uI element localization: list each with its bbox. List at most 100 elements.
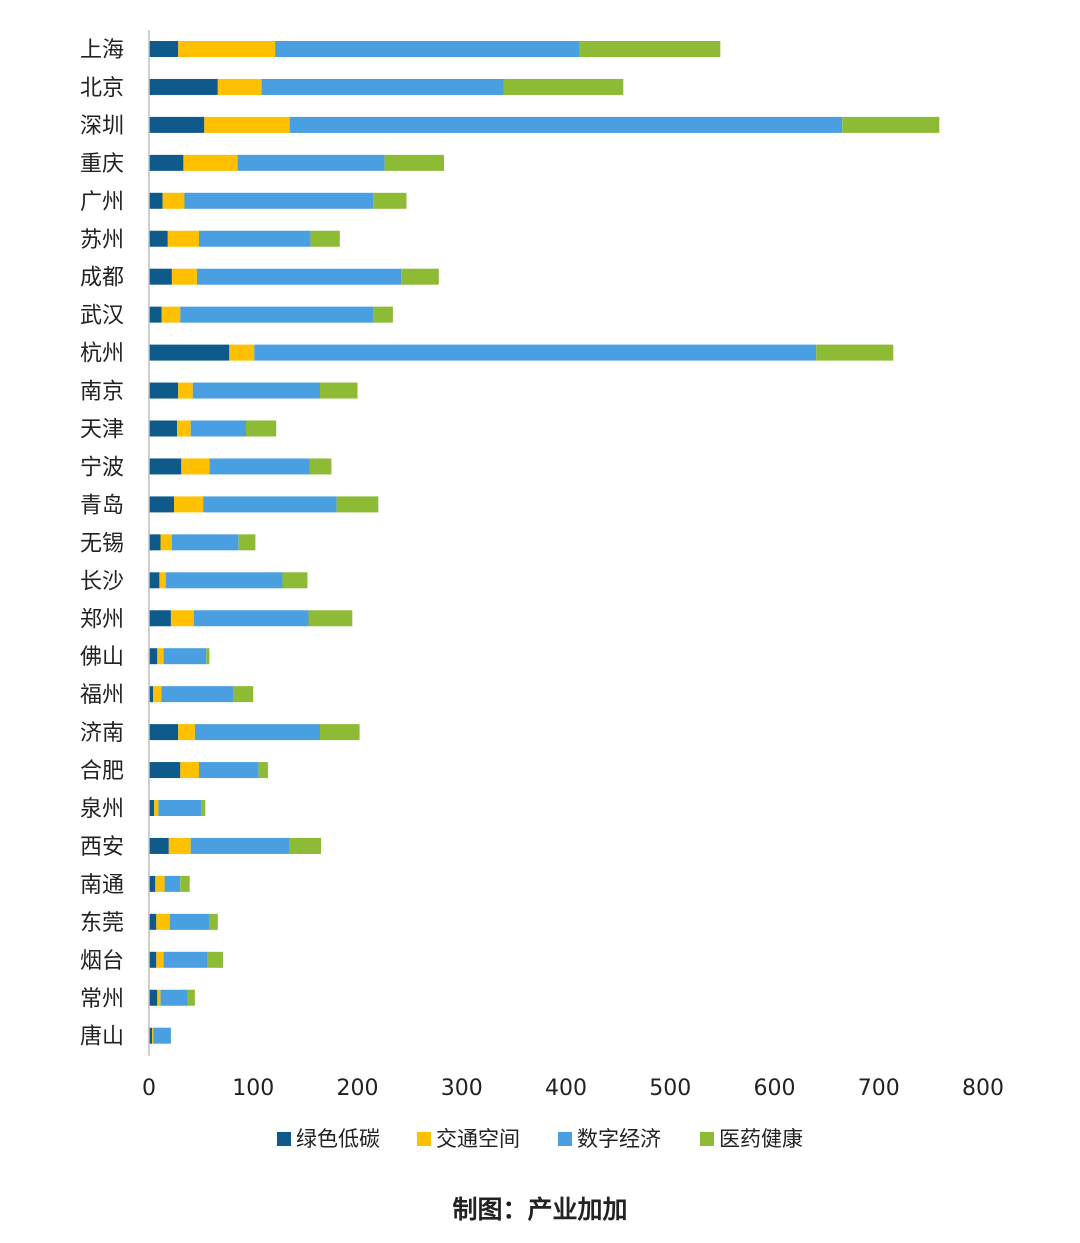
bar-segment (149, 1027, 153, 1044)
bar-segment (229, 344, 255, 361)
chart-credit: 制图：产业加加 (452, 1195, 628, 1224)
category-label: 常州 (80, 987, 124, 1012)
bar-segment (336, 496, 379, 513)
bar-segment (194, 724, 320, 741)
bar-segment (171, 534, 239, 551)
category-label: 苏州 (80, 228, 124, 253)
bar-segment (162, 192, 185, 209)
legend-item: 数字经济 (558, 1127, 661, 1151)
bar-segment (254, 344, 817, 361)
bar-segment (149, 230, 168, 247)
category-label: 南通 (80, 873, 124, 898)
bar-segment (177, 420, 191, 437)
bar-segment (237, 154, 385, 171)
bar-segment (149, 610, 171, 627)
category-label: 福州 (80, 683, 124, 708)
bar-segment (289, 837, 321, 854)
legend: 绿色低碳 交通空间 数字经济 医药健康 (277, 1127, 803, 1151)
bar-segment (154, 800, 159, 816)
bar-segment (165, 572, 283, 589)
bar-segment (169, 913, 210, 930)
bar-segment (170, 610, 194, 627)
bar-segment (261, 78, 504, 95)
legend-item: 绿色低碳 (277, 1127, 380, 1151)
bar-segment (187, 989, 195, 1006)
bar-segment (233, 686, 254, 703)
bar-segment (160, 989, 188, 1006)
bar-segment (149, 800, 155, 816)
bar-segment (308, 610, 353, 627)
bar-segment (183, 154, 238, 171)
bar-segment (149, 192, 163, 209)
bar-segment (149, 344, 230, 361)
category-label: 烟台 (80, 949, 124, 974)
bar-segment (289, 116, 843, 133)
bar-segment (149, 913, 157, 930)
bar-segment (152, 1027, 154, 1044)
legend-label: 医药健康 (719, 1127, 803, 1151)
bar-segment (156, 913, 170, 930)
bar-segment (209, 458, 310, 475)
bar-segment (401, 268, 439, 285)
legend-swatch (417, 1132, 431, 1146)
bar-segment (153, 686, 162, 703)
bar-segment (157, 648, 164, 665)
legend-swatch (558, 1132, 572, 1146)
category-label: 泉州 (80, 797, 124, 822)
bar-segment (149, 989, 158, 1006)
category-label: 长沙 (80, 569, 124, 594)
bar-segment (149, 458, 182, 475)
bar-segment (153, 1027, 171, 1044)
x-tick-label: 800 (962, 1076, 1004, 1101)
bar-segment (155, 875, 165, 892)
bar-segment (373, 306, 393, 323)
bar-segment (149, 951, 157, 968)
bar-segment (373, 192, 407, 209)
category-label: 南京 (80, 380, 124, 405)
bar-segment (149, 382, 179, 399)
bar-segment (149, 306, 162, 323)
category-label: 郑州 (80, 607, 124, 632)
category-label: 广州 (80, 190, 124, 215)
bar-segment (309, 458, 332, 475)
bar-segment (199, 762, 259, 779)
category-label: 武汉 (80, 304, 124, 329)
bar-segment (199, 230, 311, 247)
category-labels: 上海北京深圳重庆广州苏州成都武汉杭州南京天津宁波青岛无锡长沙郑州佛山福州济南合肥… (80, 38, 124, 1050)
x-tick-label: 500 (649, 1076, 691, 1101)
bar-segment (190, 837, 290, 854)
category-label: 上海 (80, 38, 124, 63)
bar-segment (149, 686, 154, 703)
bar-segment (149, 154, 184, 171)
category-label: 天津 (80, 418, 124, 443)
bar-segment (238, 534, 256, 551)
bar-segment (579, 41, 721, 57)
bar-segment (180, 306, 374, 323)
bar-segment (159, 572, 166, 589)
bar-segment (201, 800, 206, 816)
bar-segment (190, 420, 246, 437)
legend-swatch (700, 1132, 714, 1146)
legend-swatch (277, 1132, 291, 1146)
stacked-bar-chart: 上海北京深圳重庆广州苏州成都武汉杭州南京天津宁波青岛无锡长沙郑州佛山福州济南合肥… (80, 30, 1004, 1151)
bar-segment (174, 496, 204, 513)
bar-segment (184, 192, 374, 209)
bar-segment (258, 762, 268, 779)
bar-segment (149, 41, 179, 57)
bar-segment (149, 837, 169, 854)
bars (149, 41, 940, 1044)
bar-segment (178, 382, 193, 399)
bar-segment (816, 344, 894, 361)
category-label: 东莞 (80, 911, 124, 936)
bar-segment (149, 496, 174, 513)
category-label: 杭州 (80, 342, 124, 367)
bar-segment (149, 534, 161, 551)
bar-segment (167, 230, 200, 247)
legend-label: 交通空间 (436, 1127, 520, 1151)
bar-segment (164, 875, 181, 892)
bar-segment (192, 382, 320, 399)
bar-segment (204, 116, 290, 133)
bar-segment (161, 306, 181, 323)
legend-label: 绿色低碳 (296, 1127, 380, 1151)
legend-item: 医药健康 (700, 1127, 803, 1151)
